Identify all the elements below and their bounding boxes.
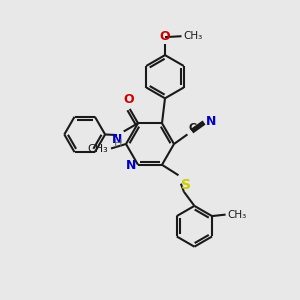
Text: N: N <box>206 115 216 128</box>
Text: CH₃: CH₃ <box>183 31 202 41</box>
Text: CH₃: CH₃ <box>227 210 246 220</box>
Text: CH₃: CH₃ <box>87 143 108 154</box>
Text: N: N <box>126 159 136 172</box>
Text: N: N <box>112 133 122 146</box>
Text: H: H <box>113 139 122 149</box>
Text: S: S <box>181 178 191 192</box>
Text: O: O <box>160 29 170 43</box>
Text: C: C <box>189 123 197 133</box>
Text: O: O <box>123 93 134 106</box>
